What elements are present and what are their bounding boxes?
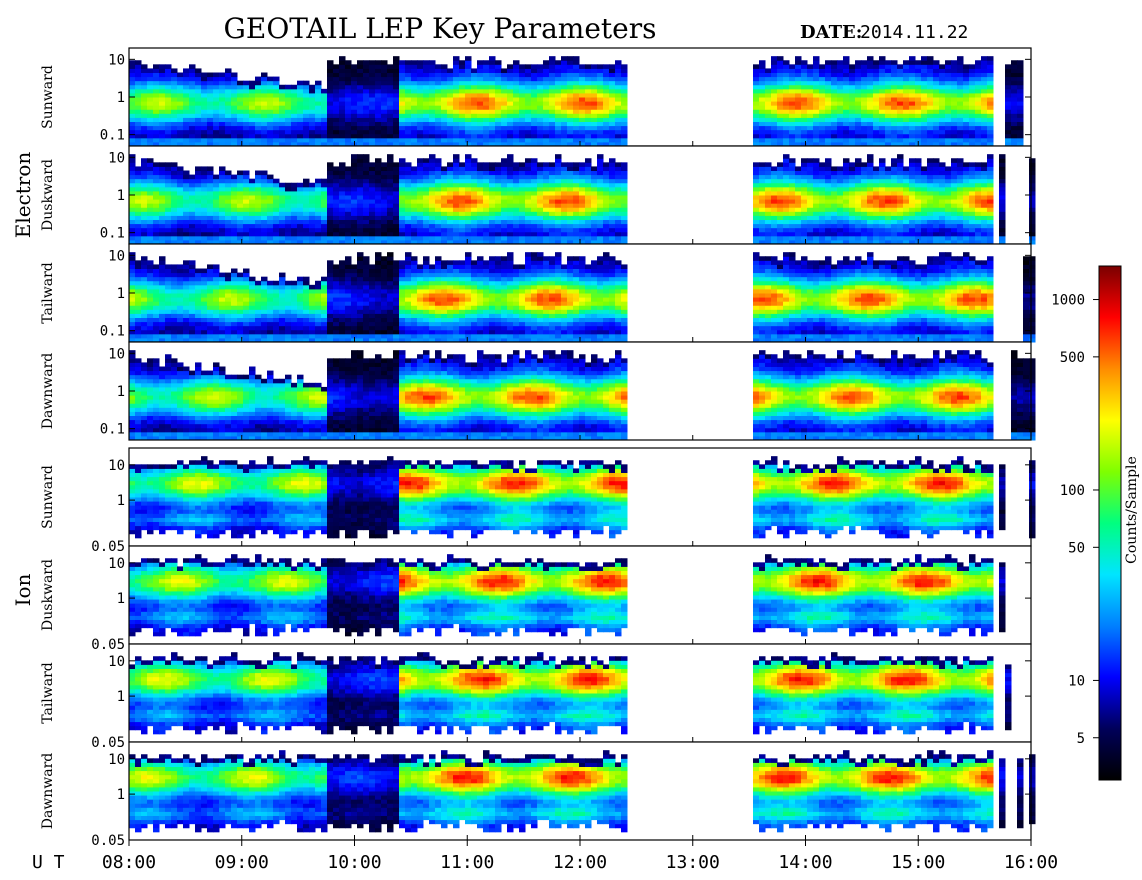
date-label: DATE: bbox=[800, 22, 862, 43]
colorbar-gradient bbox=[1098, 265, 1122, 781]
x-axis-label: U T bbox=[32, 852, 65, 873]
spectrogram-panel-ion-dawnward: 10 1 0.05 Dawnward bbox=[40, 741, 1036, 849]
time-tick-label: 16:00 bbox=[1004, 852, 1058, 873]
colorbar-tick-label: 100 bbox=[1060, 483, 1085, 499]
y-tick-label: 0.05 bbox=[91, 539, 125, 555]
direction-label-sunward: Sunward bbox=[40, 65, 56, 129]
spectrogram-panel-ion-tailward: 10 1 0.05 Tailward bbox=[40, 643, 1032, 751]
time-tick-label: 13:00 bbox=[666, 852, 720, 873]
y-tick-label: 0.1 bbox=[100, 422, 125, 438]
direction-label-dawnward: Dawnward bbox=[40, 353, 56, 430]
y-tick-label: 1 bbox=[117, 493, 125, 509]
time-tick-label: 12:00 bbox=[553, 852, 607, 873]
y-tick-label: 10 bbox=[108, 654, 125, 670]
y-tick-label: 10 bbox=[108, 458, 125, 474]
y-tick-label: 0.1 bbox=[100, 128, 125, 144]
time-tick-label: 09:00 bbox=[215, 852, 269, 873]
time-axis: 08:00 09:00 10:00 11:00 12:00 13:00 14:00 15:00… bbox=[102, 840, 1058, 873]
colorbar-tick-label: 1000 bbox=[1051, 293, 1085, 309]
y-tick-label: 10 bbox=[108, 52, 125, 68]
colorbar-tick-label: 5 bbox=[1077, 731, 1085, 747]
time-tick-label: 15:00 bbox=[891, 852, 945, 873]
time-tick-label: 10:00 bbox=[327, 852, 381, 873]
plot-title: GEOTAIL LEP Key Parameters bbox=[224, 12, 657, 45]
direction-label-duskward: Duskward bbox=[40, 559, 56, 631]
date-value: 2014.11.22 bbox=[860, 22, 968, 43]
spectrogram-panel-electron-sunward: 10 1 0.1 Sunward bbox=[40, 47, 1032, 147]
y-tick-label: 0.05 bbox=[91, 735, 125, 751]
colorbar-label: Counts/Sample bbox=[1124, 456, 1140, 564]
spectrogram-panel-ion-duskward: 10 1 0.05 Duskward bbox=[40, 545, 1032, 653]
spectrogram-panel-electron-tailward: 10 1 0.1 Tailward bbox=[40, 243, 1036, 343]
species-label-ion: Ion bbox=[11, 573, 35, 606]
y-tick-label: 10 bbox=[108, 556, 125, 572]
direction-label-tailward: Tailward bbox=[40, 262, 56, 324]
y-tick-label: 1 bbox=[117, 90, 125, 106]
species-label-electron: Electron bbox=[11, 152, 35, 239]
y-tick-label: 0.1 bbox=[100, 324, 125, 340]
y-tick-label: 10 bbox=[108, 752, 125, 768]
colorbar-tick-label: 50 bbox=[1068, 540, 1085, 556]
y-tick-label: 1 bbox=[117, 591, 125, 607]
direction-label-dawnward: Dawnward bbox=[40, 753, 56, 830]
y-tick-label: 1 bbox=[117, 384, 125, 400]
y-tick-label: 1 bbox=[117, 188, 125, 204]
spectrogram-panel-electron-dawnward: 10 1 0.1 Dawnward bbox=[40, 341, 1036, 441]
y-tick-label: 1 bbox=[117, 286, 125, 302]
y-tick-label: 1 bbox=[117, 787, 125, 803]
colorbar-tick-label: 500 bbox=[1060, 350, 1085, 366]
y-tick-label: 0.1 bbox=[100, 226, 125, 242]
y-tick-label: 10 bbox=[108, 150, 125, 166]
direction-label-tailward: Tailward bbox=[40, 662, 56, 724]
y-tick-label: 10 bbox=[108, 346, 125, 362]
spectrogram-panels: 10 1 0.1 Sunward 10 1 0.1 Duskward 10 1 0.1 Tailwar… bbox=[40, 47, 1036, 849]
colorbar-tick-label: 10 bbox=[1068, 673, 1085, 689]
spectrogram-panel-electron-duskward: 10 1 0.1 Duskward bbox=[40, 145, 1036, 245]
y-tick-label: 0.05 bbox=[91, 833, 125, 849]
y-tick-label: 10 bbox=[108, 248, 125, 264]
time-tick-label: 08:00 bbox=[102, 852, 156, 873]
colorbar: 1000 500 100 50 10 5 Counts/Sample bbox=[1051, 265, 1140, 781]
direction-label-duskward: Duskward bbox=[40, 159, 56, 231]
direction-label-sunward: Sunward bbox=[40, 465, 56, 529]
time-tick-label: 14:00 bbox=[778, 852, 832, 873]
time-tick-label: 11:00 bbox=[440, 852, 494, 873]
spectrogram-panel-ion-sunward: 10 1 0.05 Sunward bbox=[40, 447, 1036, 555]
y-tick-label: 1 bbox=[117, 689, 125, 705]
y-tick-label: 0.05 bbox=[91, 637, 125, 653]
